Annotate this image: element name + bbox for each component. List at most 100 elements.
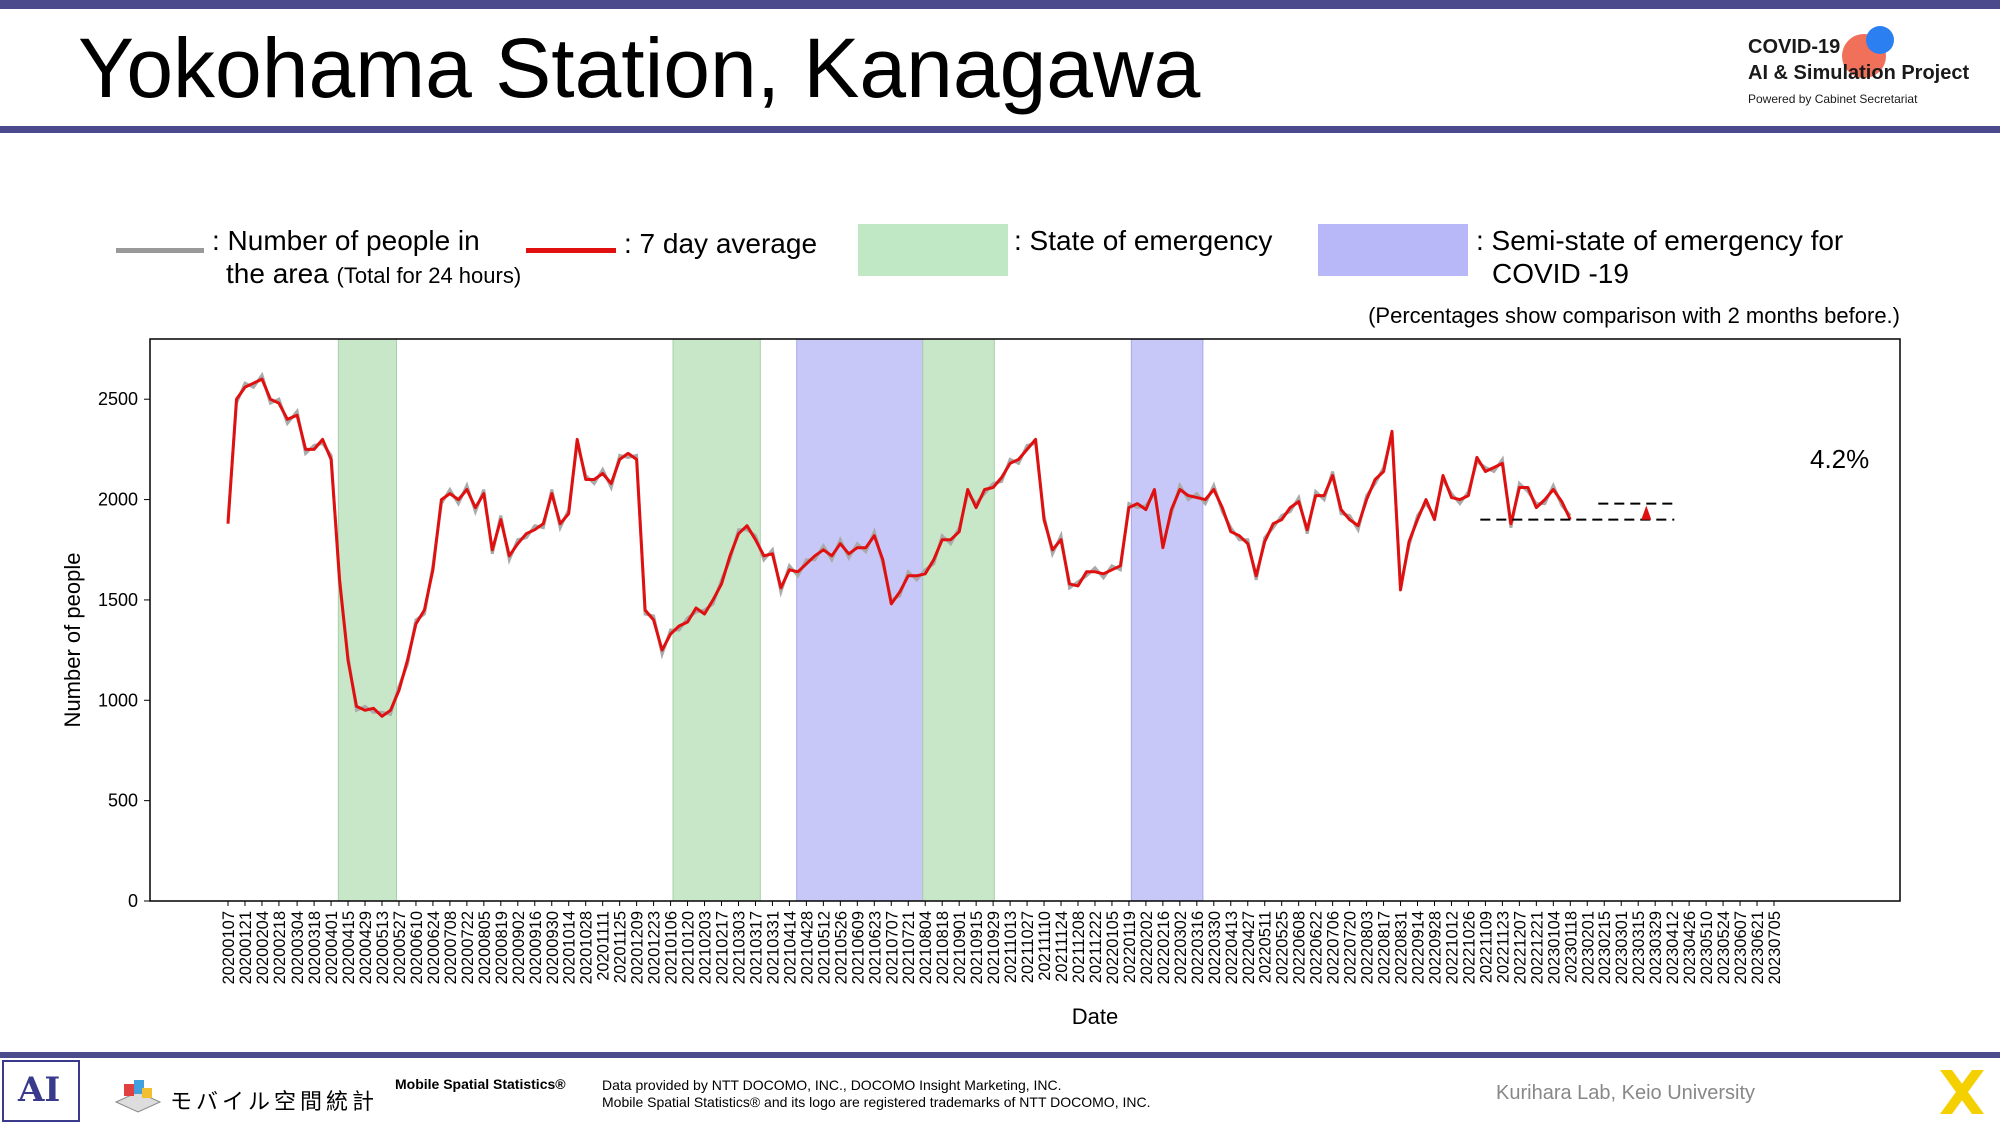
x-tick-label: 20221026 [1460, 911, 1478, 984]
chart-svg: 0500100015002000250020200107202001212020… [60, 338, 1901, 1029]
x-tick-label: 20211222 [1087, 911, 1105, 983]
series-line-0 [226, 377, 1572, 718]
y-tick-label: 500 [108, 791, 138, 811]
x-tick-label: 20230329 [1647, 911, 1665, 984]
x-tick-label: 20220525 [1274, 911, 1292, 984]
kurihara-lab-label: Kurihara Lab, Keio University [1496, 1082, 1756, 1104]
x-tick-label: 20201111 [595, 911, 613, 981]
mss-label: Mobile Spatial Statistics® [395, 1076, 566, 1092]
y-tick-label: 0 [128, 891, 138, 911]
page-title: Yokohama Station, Kanagawa [78, 21, 1201, 115]
logo-line-2: AI & Simulation Project [1748, 62, 1970, 84]
x-tick-label: 20220706 [1325, 911, 1343, 984]
x-tick-label: 20200107 [220, 911, 238, 984]
x-tick-label: 20210120 [680, 911, 698, 984]
x-tick-label: 20200304 [289, 911, 307, 984]
x-tick-label: 20211124 [1053, 911, 1071, 982]
logo-line-3: Powered by Cabinet Secretariat [1748, 92, 1918, 106]
x-tick-label: 20220216 [1155, 911, 1173, 984]
x-tick-label: 20220608 [1291, 911, 1309, 984]
top-accent-bar [0, 0, 2000, 9]
y-axis-label: Number of people [60, 553, 85, 728]
x-tick-label: 20200708 [442, 911, 460, 984]
legend-avg-line [526, 248, 616, 253]
x-tick-label: 20220330 [1206, 911, 1224, 984]
footer-accent-bar [0, 1052, 2000, 1058]
covid-ai-logo: COVID-19 AI & Simulation Project Powered… [1744, 26, 1984, 120]
x-tick-label: 20200902 [510, 911, 528, 984]
x-tick-label: 20211027 [1019, 911, 1037, 983]
x-tick-label: 20210203 [697, 911, 715, 984]
x-tick-label: 20210707 [883, 911, 901, 984]
x-tick-label: 20200722 [459, 911, 477, 984]
logo-blue-circle-icon [1866, 26, 1894, 54]
x-tick-label: 20230426 [1681, 911, 1699, 984]
x-tick-label: 20210106 [663, 911, 681, 984]
shaded-region-4 [1130, 338, 1204, 902]
x-tick-label: 20220720 [1342, 911, 1360, 984]
title-underline-bar [0, 126, 2000, 133]
x-tick-label: 20210414 [781, 911, 799, 984]
x-tick-label: 20200819 [493, 911, 511, 984]
x-tick-label: 20210818 [934, 911, 952, 984]
x-tick-label: 20230524 [1715, 911, 1733, 984]
x-tick-label: 20230607 [1732, 911, 1750, 984]
x-tick-label: 20230118 [1562, 911, 1580, 983]
mobile-stats-cube-icon [114, 1080, 162, 1113]
x-tick-label: 20220831 [1393, 911, 1411, 984]
x-tick-label: 20220413 [1223, 911, 1241, 984]
x-tick-label: 20220302 [1172, 911, 1190, 984]
x-tick-label: 20210428 [798, 911, 816, 984]
x-tick-label: 20230215 [1596, 911, 1614, 984]
x-tick-label: 20210512 [815, 911, 833, 984]
x-tick-label: 20200429 [357, 911, 375, 984]
x-tick-label: 20210609 [849, 911, 867, 984]
x-tick-label: 20230315 [1630, 911, 1648, 984]
data-credit-line-1: Data provided by NTT DOCOMO, INC., DOCOM… [602, 1077, 1062, 1093]
ai-logo: AI [2, 1060, 80, 1122]
y-tick-label: 2500 [98, 389, 138, 409]
x-tick-label: 20210804 [917, 911, 935, 984]
x-tick-label: 20220202 [1138, 911, 1156, 984]
x-tick-label: 20201223 [646, 911, 664, 984]
x-tick-label: 20210901 [951, 911, 969, 984]
x-tick-label: 20220803 [1359, 911, 1377, 984]
x-tick-label: 20230510 [1698, 911, 1716, 984]
plot-frame [149, 338, 1901, 902]
shaded-region-2 [796, 338, 924, 902]
legend-raw-label-2: the area (Total for 24 hours) [226, 258, 522, 289]
x-tick-label: 20200415 [340, 911, 358, 984]
x-tick-label: 20201014 [561, 911, 579, 984]
x-tick-label: 20211013 [1002, 911, 1020, 983]
x-tick-label: 20230621 [1749, 911, 1767, 984]
x-tick-label: 20221012 [1443, 911, 1461, 984]
x-tick-label: 20200318 [306, 911, 324, 984]
x-tick-label: 20210929 [985, 911, 1003, 984]
x-tick-label: 20210915 [968, 911, 986, 984]
x-tick-label: 20200218 [271, 911, 289, 984]
x-tick-label: 20210303 [730, 911, 748, 984]
x-tick-label: 20230104 [1545, 911, 1563, 984]
x-tick-label: 20220105 [1104, 911, 1122, 984]
y-tick-label: 1000 [98, 690, 138, 710]
y-tick-label: 2000 [98, 490, 138, 510]
x-logo-icon [1940, 1070, 1984, 1114]
x-tick-label: 20201209 [629, 911, 647, 984]
mobile-stats-logo-text: モバイル空間統計 [170, 1089, 379, 1114]
annotation-label: 4.2% [1810, 444, 1869, 474]
x-tick-label: 20221109 [1477, 911, 1495, 983]
x-tick-label: 20211208 [1070, 911, 1088, 983]
x-tick-label: 20220914 [1410, 911, 1428, 984]
x-tick-label: 20200916 [527, 911, 545, 984]
x-tick-label: 20220427 [1240, 911, 1258, 984]
x-tick-label: 20220316 [1189, 911, 1207, 984]
data-credit-line-2: Mobile Spatial Statistics® and its logo … [602, 1094, 1151, 1110]
x-tick-label: 20230705 [1766, 911, 1784, 984]
x-tick-label: 20221123 [1494, 911, 1512, 983]
x-tick-label: 20220622 [1308, 911, 1326, 984]
x-tick-label: 20200204 [254, 911, 272, 984]
x-tick-label: 20200805 [476, 911, 494, 984]
x-tick-label: 20200527 [391, 911, 409, 984]
logo-line-1: COVID-19 [1748, 36, 1841, 58]
legend-emergency-label: : State of emergency [1014, 225, 1273, 256]
